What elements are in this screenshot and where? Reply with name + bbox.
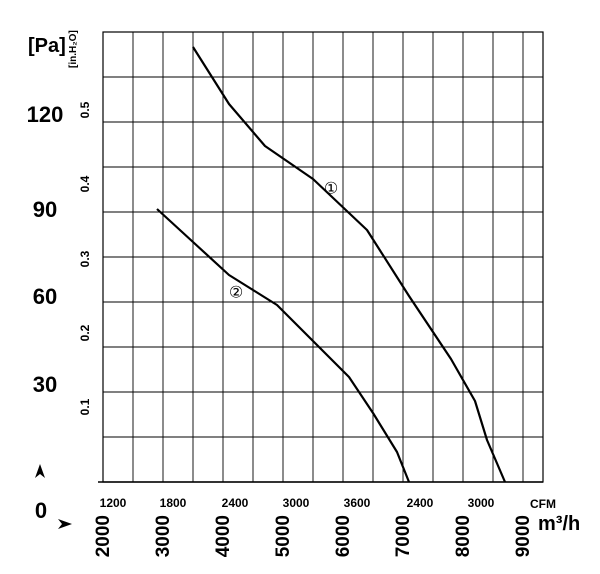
chart-grid (102, 31, 544, 483)
y-tick-inh2o: 0.2 (78, 324, 92, 341)
x-tick-m3h: 4000 (213, 515, 234, 557)
curve-label-2: ② (229, 283, 243, 302)
curves (156, 46, 507, 483)
y-tick-inh2o: 0.3 (78, 250, 92, 267)
y-tick-pa: 120 (27, 102, 64, 127)
x-tick-m3h: 7000 (393, 515, 414, 557)
up-arrow-icon (35, 464, 45, 478)
x-tick-cfm: 3000 (468, 496, 495, 510)
x-tick-m3h: 6000 (333, 515, 354, 557)
curve-1 (192, 46, 507, 483)
x-tick-m3h: 3000 (153, 515, 174, 557)
x-axis-m3h-ticks: 2000 3000 4000 5000 6000 7000 8000 9000 (93, 515, 534, 557)
x-axis-cfm-ticks: 1200 1800 2400 3000 3600 2400 3000 (100, 496, 495, 510)
x-tick-m3h: 5000 (273, 515, 294, 557)
y-tick-pa: 30 (33, 372, 57, 397)
y-tick-pa: 90 (33, 197, 57, 222)
y-tick-inh2o: 0.5 (78, 101, 92, 118)
x-tick-cfm: 3600 (344, 496, 371, 510)
x-tick-m3h: 9000 (513, 515, 534, 557)
x-tick-cfm: 1200 (100, 496, 127, 510)
y-axis-inh2o-unit: [in.H₂O] (68, 30, 79, 68)
x-axis-m3h-unit: m³/h (538, 513, 580, 535)
curve-labels: ①② (229, 179, 338, 302)
x-tick-cfm: 1800 (160, 496, 187, 510)
plot-frame (98, 31, 544, 483)
x-tick-cfm: 2400 (222, 496, 249, 510)
x-tick-m3h: 2000 (93, 515, 114, 557)
y-tick-pa: 60 (33, 284, 57, 309)
y-axis-pa-unit: [Pa] (28, 35, 66, 57)
y-tick-inh2o: 0.1 (78, 398, 92, 415)
x-tick-cfm: 2400 (407, 496, 434, 510)
x-axis-cfm-unit: CFM (530, 497, 556, 511)
y-tick-inh2o: 0.4 (78, 175, 92, 192)
right-arrow-icon (58, 519, 72, 529)
curve-label-1: ① (324, 179, 338, 198)
y-tick-pa: 0 (35, 498, 47, 523)
curve-2 (156, 208, 411, 483)
y-axis-inh2o-ticks: 0.1 0.2 0.3 0.4 0.5 (78, 101, 92, 415)
y-axis-pa-ticks: 0 30 60 90 120 (27, 102, 64, 523)
x-tick-cfm: 3000 (283, 496, 310, 510)
x-tick-m3h: 8000 (453, 515, 474, 557)
